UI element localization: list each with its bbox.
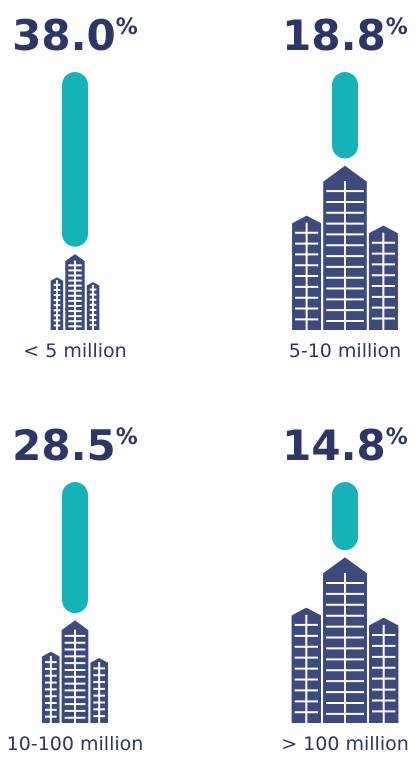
category-label: < 5 million — [23, 340, 126, 362]
value-unit: % — [386, 15, 408, 40]
bar — [62, 482, 88, 614]
category-label: > 100 million — [281, 733, 409, 755]
building-icon — [48, 251, 102, 332]
building-icon — [290, 163, 400, 332]
bar — [62, 72, 88, 247]
building-icon — [40, 617, 110, 725]
building-icon — [289, 554, 401, 725]
category-label: 10-100 million — [7, 733, 144, 755]
category-label: 5-10 million — [289, 340, 401, 362]
value-text: 28.5 — [12, 421, 116, 470]
value-text: 14.8 — [282, 421, 386, 470]
value-text: 38.0 — [12, 11, 116, 60]
bar — [332, 72, 358, 159]
value-label: 28.5% — [12, 421, 138, 470]
value-label: 18.8% — [282, 11, 408, 60]
value-text: 18.8 — [282, 11, 386, 60]
value-label: 38.0% — [12, 11, 138, 60]
value-label: 14.8% — [282, 421, 408, 470]
value-unit: % — [116, 15, 138, 40]
value-unit: % — [116, 425, 138, 450]
value-unit: % — [386, 425, 408, 450]
bar — [332, 482, 358, 551]
